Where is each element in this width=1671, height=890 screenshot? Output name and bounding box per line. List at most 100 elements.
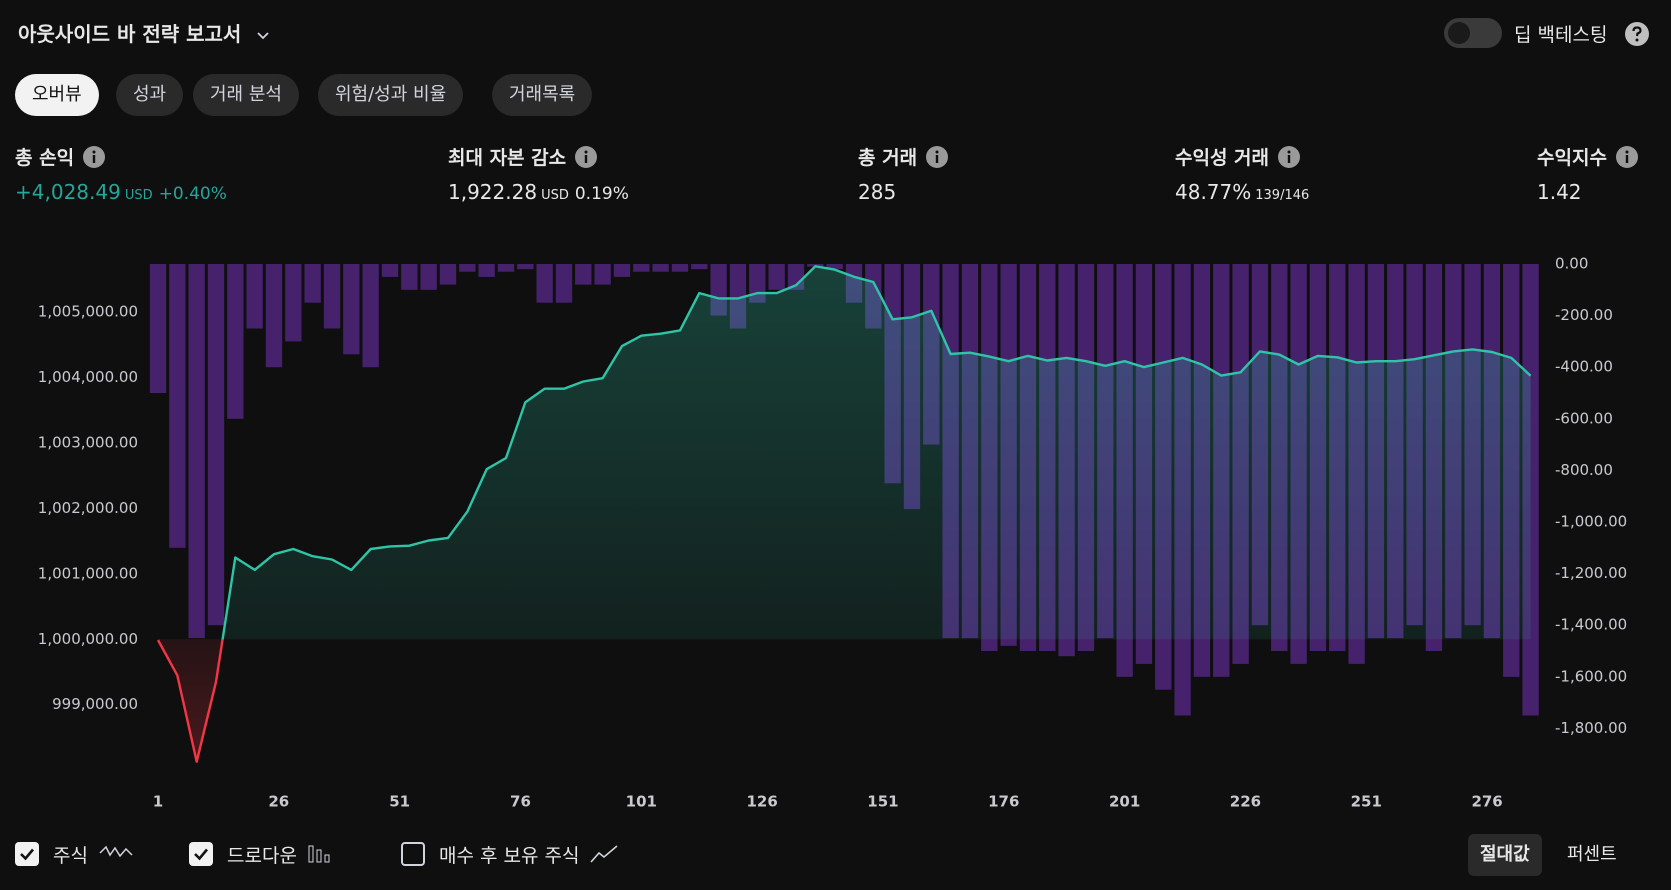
info-icon[interactable] xyxy=(574,145,598,169)
tab[interactable]: 위험/성과 비율 xyxy=(318,74,464,116)
drawdown-bar xyxy=(343,264,360,355)
legend-label: 주식 xyxy=(53,844,88,867)
info-icon[interactable] xyxy=(82,145,106,169)
drawdown-bar xyxy=(420,264,437,290)
metric-extra: +0.40% xyxy=(158,184,227,204)
deep-backtest-toggle[interactable] xyxy=(1444,18,1502,48)
x-tick-label: 26 xyxy=(268,793,289,811)
y-tick-label: 1,004,000.00 xyxy=(38,368,138,386)
mode-button[interactable]: 절대값 xyxy=(1468,834,1542,876)
y2-tick-label: -1,600.00 xyxy=(1555,667,1627,685)
drawdown-bar xyxy=(478,264,495,277)
mode-button[interactable]: 퍼센트 xyxy=(1567,844,1617,865)
drawdown-bar xyxy=(555,264,573,303)
metric-label: 최대 자본 감소 xyxy=(448,143,598,170)
metric-value: 1.42 xyxy=(1537,180,1582,204)
drawdown-bar xyxy=(207,264,225,626)
info-icon[interactable] xyxy=(1277,145,1301,169)
metric-label: 총 손익 xyxy=(15,143,106,170)
drawdown-bar xyxy=(188,264,205,639)
drawdown-bar xyxy=(826,264,843,270)
y2-tick-label: 0.00 xyxy=(1555,255,1588,273)
x-tick-label: 201 xyxy=(1109,793,1140,811)
legend-icon xyxy=(99,845,133,858)
x-tick-label: 251 xyxy=(1351,793,1382,811)
equity-line xyxy=(156,265,1532,763)
metric-extra: 139/146 xyxy=(1255,188,1310,203)
drawdown-bar xyxy=(227,264,244,419)
x-tick-label: 276 xyxy=(1471,793,1502,811)
legend-item[interactable]: 드로다운 xyxy=(189,838,343,870)
drawdown-bar xyxy=(439,264,457,285)
metric-value-text: 285 xyxy=(858,180,897,204)
y-tick-label: 999,000.00 xyxy=(52,695,138,713)
x-tick-label: 126 xyxy=(746,793,777,811)
drawdown-bar xyxy=(246,264,263,329)
drawdown-bar xyxy=(265,264,283,368)
y2-tick-label: -1,000.00 xyxy=(1555,513,1627,531)
report-title[interactable]: 아웃사이드 바 전략 보고서 xyxy=(18,18,270,47)
metric-value-text: +4,028.49 xyxy=(15,180,121,204)
metric-unit: USD xyxy=(541,188,569,203)
drawdown-bar xyxy=(169,264,186,548)
drawdown-bar xyxy=(671,264,689,272)
help-icon[interactable] xyxy=(1624,21,1650,47)
drawdown-bar xyxy=(459,264,476,272)
x-tick-label: 176 xyxy=(988,793,1019,811)
y2-tick-label: -1,800.00 xyxy=(1555,719,1627,737)
tab[interactable]: 오버뷰 xyxy=(15,74,99,116)
legend-item[interactable]: 주식 xyxy=(15,838,134,870)
metric-unit: USD xyxy=(124,188,153,203)
drawdown-bar xyxy=(323,264,341,329)
equity-area xyxy=(158,266,1531,762)
metric-label-text: 수익성 거래 xyxy=(1175,147,1270,169)
drawdown-bar xyxy=(575,264,592,285)
y-tick-label: 1,000,000.00 xyxy=(38,630,138,648)
x-tick-label: 76 xyxy=(510,793,531,811)
legend-item[interactable]: 매수 후 보유 주식 xyxy=(401,838,625,870)
metric-label-text: 수익지수 xyxy=(1537,147,1607,169)
x-tick-label: 51 xyxy=(389,793,410,811)
drawdown-bar xyxy=(517,264,534,270)
checkbox[interactable] xyxy=(15,842,39,866)
x-tick-label: 226 xyxy=(1230,793,1261,811)
metric-value-text: 1.42 xyxy=(1537,180,1582,204)
legend-label: 드로다운 xyxy=(227,844,297,867)
y-tick-label: 1,003,000.00 xyxy=(38,433,138,451)
drawdown-bar xyxy=(768,264,785,290)
drawdown-bar xyxy=(613,264,631,277)
deep-backtest-label: 딥 백테스팅 xyxy=(1514,24,1608,46)
metric-label-text: 총 손익 xyxy=(15,147,75,169)
metric-value: 1,922.28 USD 0.19% xyxy=(448,180,629,204)
y-tick-label: 1,002,000.00 xyxy=(38,499,138,517)
drawdown-bar xyxy=(594,264,611,285)
drawdown-bar xyxy=(691,264,708,270)
title-text: 아웃사이드 바 전략 보고서 xyxy=(18,22,242,46)
metric-label: 총 거래 xyxy=(858,143,949,170)
y2-tick-label: -600.00 xyxy=(1555,409,1613,427)
drawdown-bar xyxy=(285,264,302,342)
y2-tick-label: -800.00 xyxy=(1555,461,1613,479)
tab[interactable]: 거래 분석 xyxy=(193,74,299,116)
chevron-icon xyxy=(257,32,269,40)
metric-value-text: 1,922.28 xyxy=(448,180,538,204)
drawdown-bar xyxy=(633,264,650,272)
info-icon[interactable] xyxy=(925,145,949,169)
drawdown-bar xyxy=(362,264,379,368)
tab[interactable]: 성과 xyxy=(116,74,184,116)
info-icon[interactable] xyxy=(1615,145,1639,169)
metric-extra: 0.19% xyxy=(574,184,629,204)
checkbox[interactable] xyxy=(189,842,213,866)
tab[interactable]: 거래목록 xyxy=(492,74,593,116)
checkbox[interactable] xyxy=(401,842,425,866)
x-tick-label: 1 xyxy=(153,793,163,811)
metric-value: 48.77% 139/146 xyxy=(1175,180,1309,204)
metric-label: 수익지수 xyxy=(1537,143,1639,170)
drawdown-bar xyxy=(497,264,515,272)
metric-label-text: 최대 자본 감소 xyxy=(448,147,567,169)
legend-icon xyxy=(590,845,619,863)
drawdown-bar xyxy=(652,264,669,272)
metric-value-text: 48.77% xyxy=(1175,180,1252,204)
drawdown-bar xyxy=(149,264,167,393)
